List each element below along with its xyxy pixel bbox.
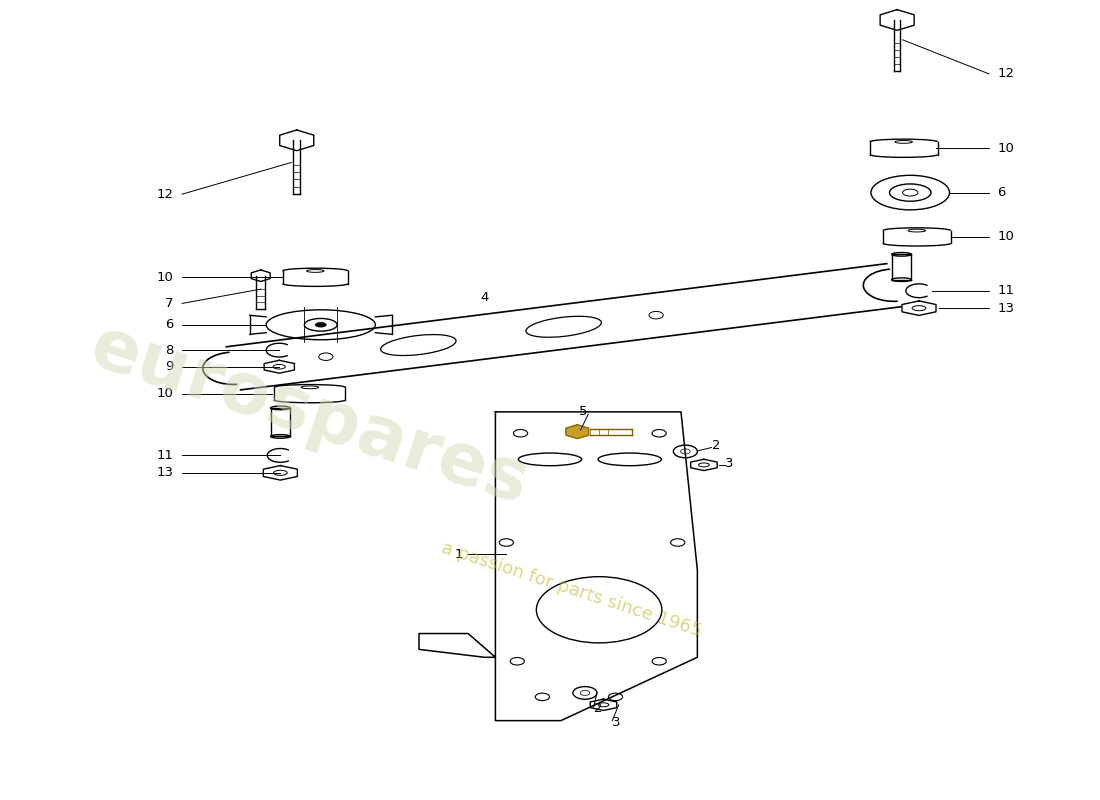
- Text: 9: 9: [165, 360, 174, 374]
- Text: 11: 11: [156, 449, 174, 462]
- Text: 1: 1: [454, 548, 463, 561]
- Text: 10: 10: [156, 387, 174, 400]
- Text: 8: 8: [165, 344, 174, 357]
- Text: 10: 10: [998, 230, 1014, 243]
- Text: 6: 6: [165, 318, 174, 331]
- Text: 10: 10: [998, 142, 1014, 154]
- Text: 4: 4: [481, 290, 488, 303]
- Text: eurospares: eurospares: [81, 313, 538, 519]
- Text: 3: 3: [725, 457, 734, 470]
- Ellipse shape: [316, 322, 327, 327]
- Text: 11: 11: [998, 284, 1014, 298]
- Text: 6: 6: [998, 186, 1006, 199]
- Polygon shape: [565, 425, 588, 438]
- Text: 13: 13: [156, 466, 174, 479]
- Text: a passion for parts since 1965: a passion for parts since 1965: [439, 539, 704, 641]
- Text: 10: 10: [156, 270, 174, 284]
- Text: 5: 5: [579, 406, 587, 418]
- Text: 12: 12: [998, 67, 1014, 80]
- Text: 13: 13: [998, 302, 1014, 314]
- Text: 2: 2: [712, 439, 720, 453]
- Text: 2: 2: [594, 702, 602, 715]
- Text: 3: 3: [613, 716, 620, 729]
- Text: 12: 12: [156, 188, 174, 201]
- Text: 7: 7: [165, 297, 174, 310]
